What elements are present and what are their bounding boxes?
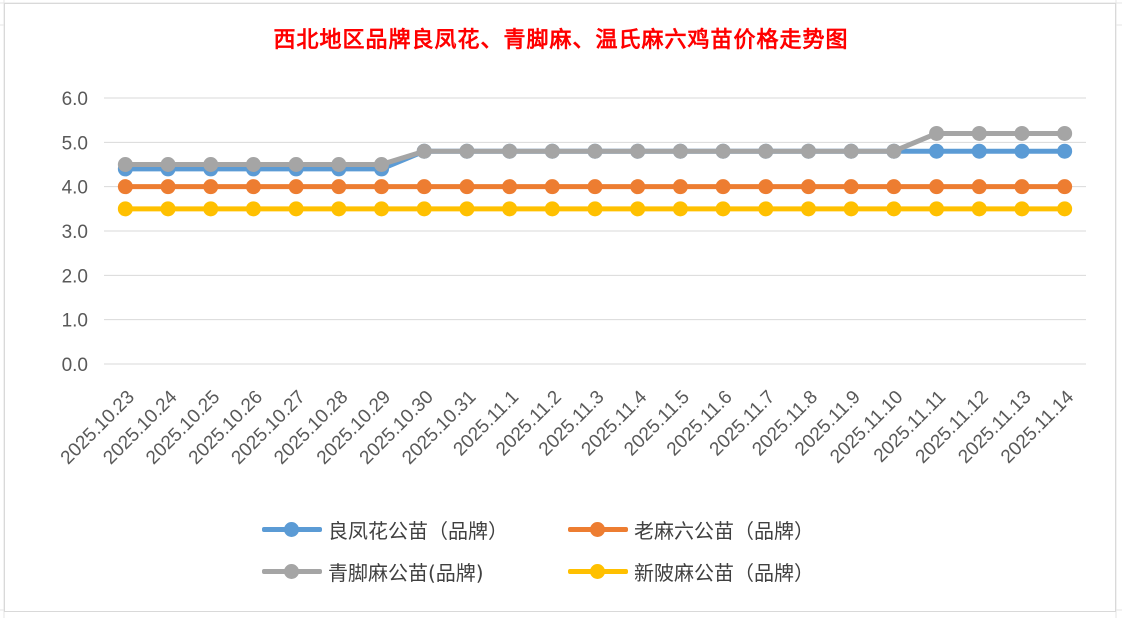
legend-label: 青脚麻公苗(品牌)	[328, 560, 484, 585]
data-point	[1014, 179, 1030, 195]
data-point	[1014, 201, 1030, 217]
legend-label: 良凤花公苗（品牌）	[328, 518, 508, 543]
data-point	[160, 179, 176, 195]
legend-item: 老麻六公苗（品牌）	[568, 514, 814, 544]
data-point	[203, 157, 219, 172]
data-point	[544, 201, 560, 217]
data-point	[758, 201, 774, 217]
data-point	[672, 179, 688, 195]
chart-area[interactable]	[4, 3, 1116, 612]
data-point	[800, 201, 816, 217]
data-point	[758, 143, 774, 159]
data-point	[117, 157, 133, 172]
y-tick-label: 3.0	[62, 222, 88, 243]
y-tick-label: 6.0	[62, 89, 88, 110]
data-point	[630, 201, 646, 217]
data-point	[416, 143, 432, 159]
data-point	[971, 179, 987, 195]
data-point	[1057, 125, 1073, 141]
data-point	[843, 143, 859, 159]
data-point	[1014, 143, 1030, 159]
data-point	[374, 157, 390, 172]
data-point	[630, 143, 646, 159]
data-point	[416, 201, 432, 217]
data-point	[459, 201, 475, 217]
data-point	[459, 143, 475, 159]
data-point	[587, 143, 603, 159]
data-point	[502, 179, 518, 195]
y-tick-label: 5.0	[62, 133, 88, 154]
data-point	[929, 179, 945, 195]
legend-item: 青脚麻公苗(品牌)	[262, 556, 484, 586]
data-point	[502, 201, 518, 217]
y-tick-label: 1.0	[62, 311, 88, 332]
chart-title: 西北地区品牌良凤花、青脚麻、温氏麻六鸡苗价格走势图	[273, 27, 849, 53]
data-point	[587, 201, 603, 217]
data-point	[331, 201, 347, 217]
legend-item: 良凤花公苗（品牌）	[262, 514, 508, 544]
data-point	[886, 201, 902, 217]
data-point	[245, 179, 261, 195]
data-point	[672, 143, 688, 159]
data-point	[800, 179, 816, 195]
data-point	[715, 201, 731, 217]
data-point	[160, 157, 176, 172]
data-point	[886, 143, 902, 159]
legend-item: 新陂麻公苗（品牌）	[568, 556, 814, 586]
legend-swatch	[262, 514, 322, 544]
data-point	[331, 157, 347, 172]
legend-swatch	[568, 514, 628, 544]
data-point	[971, 201, 987, 217]
data-point	[374, 201, 390, 217]
data-point	[459, 179, 475, 195]
data-point	[544, 179, 560, 195]
data-point	[971, 125, 987, 141]
data-point	[288, 157, 304, 172]
data-point	[886, 179, 902, 195]
data-point	[971, 143, 987, 159]
data-point	[1057, 143, 1073, 159]
data-point	[672, 201, 688, 217]
data-point	[117, 179, 133, 195]
data-point	[758, 179, 774, 195]
data-point	[245, 157, 261, 172]
data-point	[715, 143, 731, 159]
data-point	[843, 201, 859, 217]
data-point	[416, 179, 432, 195]
legend-swatch	[262, 556, 322, 586]
data-point	[929, 201, 945, 217]
data-point	[117, 201, 133, 217]
y-tick-label: 4.0	[62, 178, 88, 199]
data-point	[1014, 125, 1030, 141]
data-point	[929, 125, 945, 141]
y-tick-label: 2.0	[62, 266, 88, 287]
data-point	[843, 179, 859, 195]
data-point	[929, 143, 945, 159]
legend-label: 老麻六公苗（品牌）	[634, 518, 814, 543]
data-point	[245, 201, 261, 217]
data-point	[203, 179, 219, 195]
data-point	[288, 201, 304, 217]
data-point	[587, 179, 603, 195]
data-point	[1057, 179, 1073, 195]
data-point	[630, 179, 646, 195]
data-point	[331, 179, 347, 195]
data-point	[544, 143, 560, 159]
data-point	[1057, 201, 1073, 217]
legend-swatch	[568, 556, 628, 586]
data-point	[288, 179, 304, 195]
data-point	[715, 179, 731, 195]
data-point	[502, 143, 518, 159]
data-point	[374, 179, 390, 195]
legend-label: 新陂麻公苗（品牌）	[634, 560, 814, 585]
data-point	[203, 201, 219, 217]
data-point	[800, 143, 816, 159]
y-tick-label: 0.0	[62, 355, 88, 376]
data-point	[160, 201, 176, 217]
